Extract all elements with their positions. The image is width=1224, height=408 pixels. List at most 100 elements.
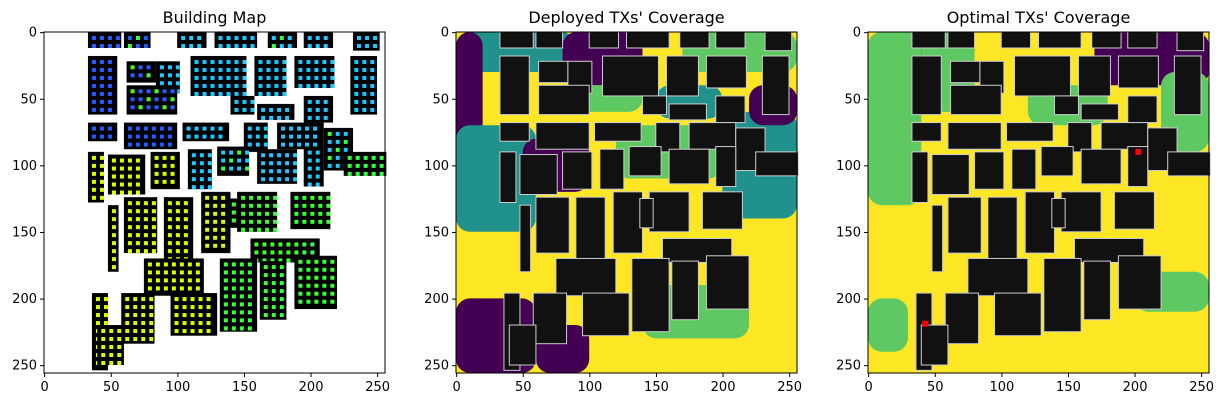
tx-candidate <box>286 242 291 247</box>
tx-candidate <box>307 150 312 155</box>
building-block <box>715 146 737 188</box>
tx-candidate <box>274 67 279 72</box>
tx-candidate <box>175 201 180 206</box>
tx-candidate <box>261 153 266 158</box>
tx-candidate <box>162 179 167 184</box>
x-tick-label: 200 <box>299 380 324 395</box>
building-block <box>163 197 194 264</box>
tx-candidate <box>143 142 148 147</box>
tx-candidate <box>190 329 195 334</box>
tx-candidate <box>234 107 239 112</box>
building-block <box>1083 260 1111 321</box>
building-block <box>665 55 699 97</box>
tx-candidate <box>305 134 310 139</box>
tx-candidate <box>231 210 236 215</box>
building-block <box>499 151 517 203</box>
tx-candidate <box>99 107 104 112</box>
tx-candidate <box>310 195 315 200</box>
building-block <box>1091 31 1122 49</box>
tx-candidate <box>91 83 96 88</box>
tx-candidate <box>170 179 175 184</box>
tx-candidate <box>289 126 294 131</box>
tx-candidate <box>249 195 254 200</box>
tx-candidate <box>218 75 223 80</box>
tx-candidate <box>167 225 172 230</box>
tx-candidate <box>306 291 311 296</box>
tx-candidate <box>195 286 200 291</box>
tx-candidate <box>237 158 242 163</box>
tx-candidate <box>277 169 282 174</box>
tx-candidate <box>91 35 96 40</box>
tx-candidate <box>302 242 307 247</box>
tx-candidate <box>99 163 104 168</box>
tx-candidate <box>306 259 311 264</box>
tx-candidate <box>330 275 335 280</box>
tx-candidate <box>298 83 303 88</box>
tx-candidate <box>326 195 331 200</box>
tx-candidate <box>99 134 104 139</box>
building-block <box>594 122 642 142</box>
coverage-region <box>868 32 922 206</box>
tx-candidate <box>146 105 151 110</box>
tx-candidate <box>247 262 252 267</box>
tx-candidate <box>99 91 104 96</box>
tx-candidate <box>107 126 112 131</box>
tx-candidate <box>155 262 160 267</box>
tx-candidate <box>250 43 255 48</box>
tx-candidate <box>271 265 276 270</box>
tx-candidate <box>95 305 100 310</box>
tx-candidate <box>318 203 323 208</box>
building-block <box>947 31 976 49</box>
tx-candidate <box>269 115 274 120</box>
tx-candidate <box>207 161 212 166</box>
tx-candidate <box>182 329 187 334</box>
tx-candidate <box>265 195 270 200</box>
tx-candidate <box>231 294 236 299</box>
tx-candidate <box>274 59 279 64</box>
tx-candidate <box>187 278 192 283</box>
tx-candidate <box>314 59 319 64</box>
tx-candidate <box>298 283 303 288</box>
tx-candidate <box>247 294 252 299</box>
tx-candidate <box>265 211 270 216</box>
tx-candidate <box>274 75 279 80</box>
tx-candidate <box>127 126 132 131</box>
tx-candidate <box>117 337 122 342</box>
building-block <box>1117 55 1159 89</box>
tx-candidate <box>143 241 148 246</box>
tx-candidate <box>143 126 148 131</box>
tx-candidate <box>279 313 284 318</box>
tx-candidate <box>133 313 138 318</box>
tx-candidate <box>257 219 262 224</box>
building-block <box>950 60 981 84</box>
tx-candidate <box>103 321 108 326</box>
tx-candidate <box>226 59 231 64</box>
tx-candidate <box>143 134 148 139</box>
tx-candidate <box>271 281 276 286</box>
tx-candidate <box>194 83 199 88</box>
tx-candidate <box>330 83 335 88</box>
tx-candidate <box>322 75 327 80</box>
tx-candidate <box>265 227 270 232</box>
tx-candidate <box>162 97 167 102</box>
building-block <box>911 31 946 49</box>
tx-candidate <box>241 219 246 224</box>
x-tick-label: 100 <box>165 380 190 395</box>
tx-candidate <box>103 313 108 318</box>
building-block <box>715 95 746 124</box>
tx-candidate <box>297 126 302 131</box>
building-block <box>1051 198 1066 229</box>
tx-candidate <box>354 67 359 72</box>
tx-candidate <box>271 289 276 294</box>
tx-candidate <box>95 297 100 302</box>
tx-candidate <box>281 134 286 139</box>
tx-candidate <box>262 250 267 255</box>
tx-candidate <box>174 313 179 318</box>
tx-candidate <box>269 107 274 112</box>
y-tick-label: 250 <box>12 359 37 374</box>
tx-candidate <box>163 270 168 275</box>
tx-candidate <box>111 217 116 222</box>
tx-candidate <box>326 219 331 224</box>
tx-candidate <box>242 35 247 40</box>
tx-candidate <box>247 278 252 283</box>
